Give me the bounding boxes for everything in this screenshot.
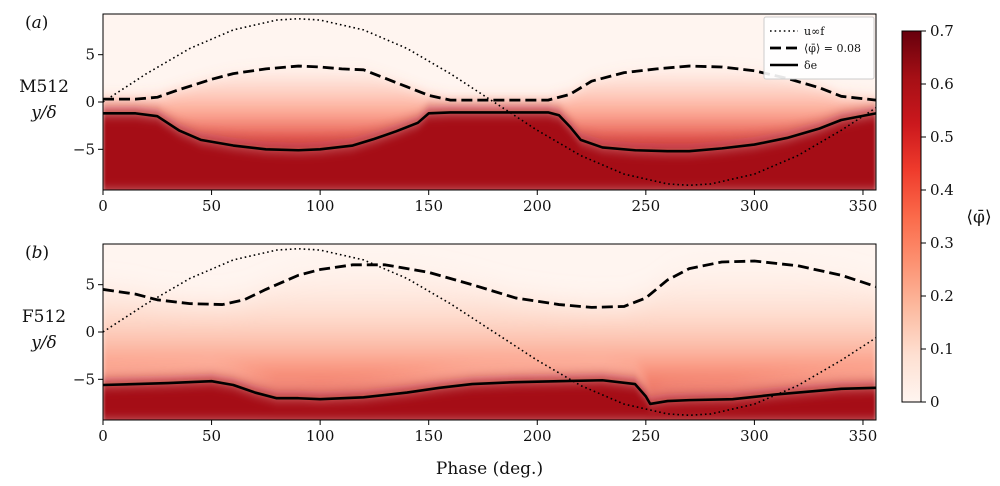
y-axis-title: y/δ (30, 333, 57, 353)
legend: u∞f ⟨φ̄⟩ = 0.08 δe (763, 16, 875, 80)
x-tick-label: 0 (98, 427, 108, 445)
series-line-dashed (103, 64, 876, 102)
colorbar: 0 0.1 0.2 0.3 0.4 0.5 0.6 0.7 ⟨φ̄⟩ (901, 22, 992, 411)
panel-b: 0 50 100 150 200 250 300 350 −5 0 5 (b) F512 y/δ (22, 243, 877, 445)
colorbar-tick-label: 0.2 (930, 287, 954, 305)
x-tick-label: 250 (632, 427, 661, 445)
y-axis-title: y/δ (30, 103, 57, 123)
colorbar-tick-label: 0.5 (930, 128, 954, 146)
case-label: F512 (22, 307, 66, 327)
y-tick-label: −5 (73, 370, 95, 388)
x-tick-label: 100 (306, 197, 335, 215)
heatmap-field (103, 14, 876, 190)
panel-tag: (b) (25, 243, 49, 263)
x-tick-label: 150 (414, 197, 443, 215)
panel-tag: (a) (25, 13, 48, 33)
x-tick-label: 0 (98, 197, 108, 215)
x-tick-label: 200 (523, 427, 552, 445)
x-tick-label: 100 (306, 427, 335, 445)
y-tick-label: −5 (73, 140, 95, 158)
x-tick-label: 300 (740, 197, 769, 215)
series-line-solid (103, 111, 876, 153)
x-tick-label: 50 (202, 197, 221, 215)
colorbar-tick-label: 0.6 (930, 75, 954, 93)
x-tick-label: 50 (202, 427, 221, 445)
legend-entry: ⟨φ̄⟩ = 0.08 (804, 42, 861, 55)
y-tick-label: 0 (85, 323, 95, 341)
colorbar-tick-label: 0.7 (930, 22, 954, 40)
x-tick-label: 350 (849, 197, 878, 215)
x-tick-label: 350 (849, 427, 878, 445)
colorbar-title: ⟨φ̄⟩ (966, 208, 991, 228)
series-line-solid (103, 378, 876, 406)
y-tick-label: 5 (85, 46, 95, 64)
x-tick-label: 150 (414, 427, 443, 445)
x-tick-label: 300 (740, 427, 769, 445)
x-axis-title: Phase (deg.) (436, 459, 543, 479)
colorbar-tick-label: 0.3 (930, 234, 954, 252)
heatmap-field (103, 244, 876, 420)
colorbar-tick-label: 0.4 (930, 181, 954, 199)
case-label: M512 (19, 77, 69, 97)
legend-entry: u∞f (804, 25, 825, 38)
colorbar-gradient (901, 30, 922, 403)
y-tick-label: 5 (85, 276, 95, 294)
y-tick-label: 0 (85, 93, 95, 111)
colorbar-tick-label: 0.1 (930, 340, 954, 358)
x-tick-label: 250 (632, 197, 661, 215)
colorbar-tick-label: 0 (930, 393, 940, 411)
series-line-dashed (103, 259, 876, 309)
x-tick-label: 200 (523, 197, 552, 215)
legend-entry: δe (804, 59, 817, 72)
panel-a: 0 50 100 150 200 250 300 350 −5 0 5 (a) M512 y/δ (19, 13, 877, 215)
